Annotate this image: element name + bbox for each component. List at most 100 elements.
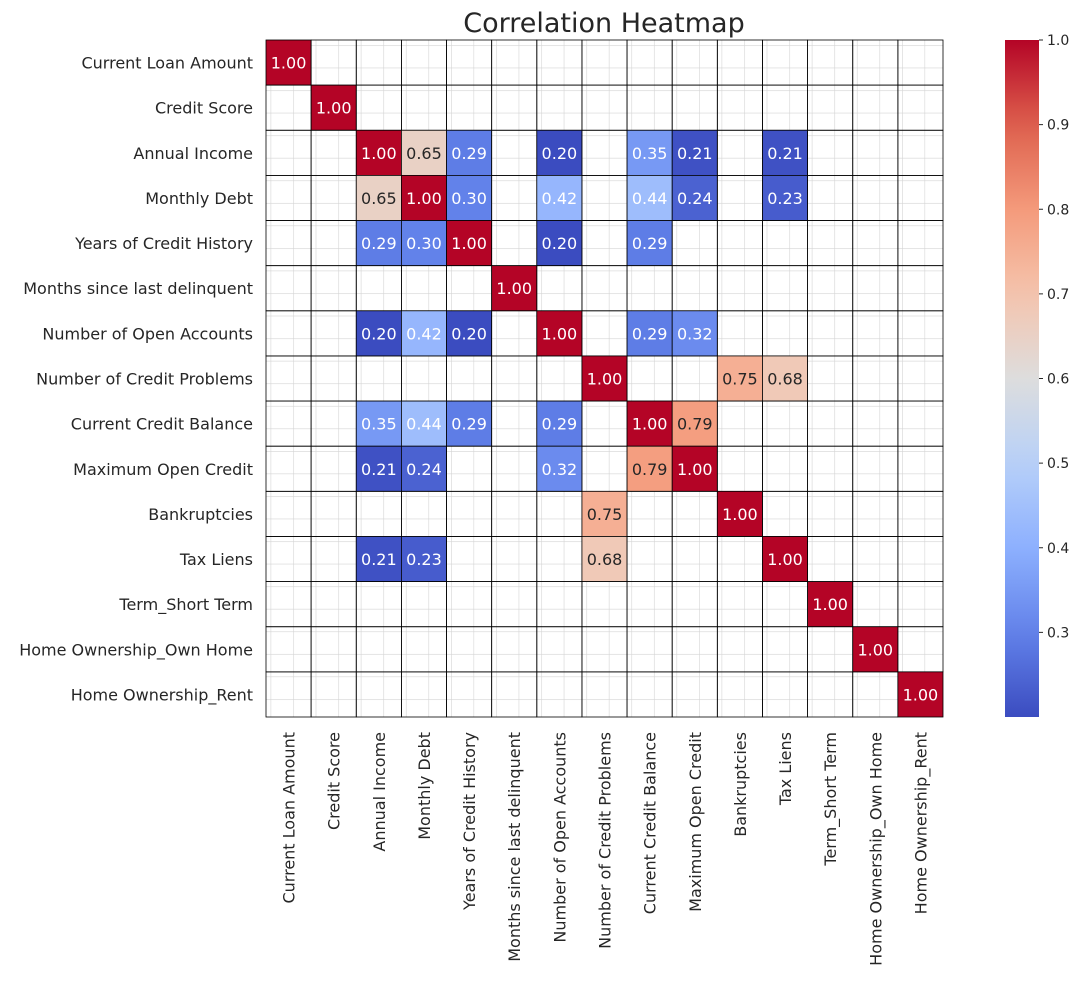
cell-value-label: 0.24	[406, 460, 442, 479]
heatmap-cell	[671, 174, 718, 221]
cell-value-label: 0.20	[451, 324, 487, 343]
x-tick-label: Months since last delinquent	[505, 732, 524, 962]
y-tick-label: Home Ownership_Rent	[71, 685, 253, 705]
x-tick-label: Home Ownership_Rent	[911, 732, 931, 914]
heatmap-cell	[807, 581, 854, 628]
cell-value-label: 1.00	[767, 550, 803, 569]
cell-value-label: 0.75	[587, 505, 623, 524]
y-tick-label: Term_Short Term	[118, 595, 253, 615]
y-tick-label: Current Credit Balance	[71, 415, 253, 434]
cell-value-label: 0.65	[406, 144, 442, 163]
colorbar-tick-label: 0.4	[1047, 541, 1069, 557]
y-tick-label: Years of Credit History	[74, 234, 253, 253]
cell-value-label: 0.29	[451, 144, 487, 163]
cell-value-label: 0.21	[677, 144, 713, 163]
cell-value-label: 0.23	[767, 189, 803, 208]
x-tick-label: Current Loan Amount	[280, 732, 299, 904]
heatmap-cell	[310, 84, 357, 131]
heatmap-cell	[446, 174, 493, 221]
heatmap-cell	[671, 310, 718, 357]
heatmap-cell	[897, 671, 944, 718]
heatmap-cell	[446, 220, 493, 267]
heatmap-cell	[355, 129, 402, 176]
y-tick-label: Home Ownership_Own Home	[19, 640, 253, 660]
heatmap-cell	[536, 174, 583, 221]
cell-value-label: 0.30	[451, 189, 487, 208]
heatmap-cell	[446, 129, 493, 176]
y-tick-label: Credit Score	[155, 99, 253, 118]
x-tick-label: Credit Score	[325, 732, 344, 830]
cell-value-label: 1.00	[451, 234, 487, 253]
chart-title: Correlation Heatmap	[463, 8, 745, 39]
y-tick-label: Tax Liens	[179, 550, 253, 569]
y-tick-label: Months since last delinquent	[23, 279, 253, 298]
x-tick-label: Tax Liens	[776, 732, 795, 806]
cell-value-label: 1.00	[587, 370, 623, 389]
heatmap-cells	[265, 39, 944, 718]
x-axis-labels: Current Loan Amount Credit Score Annual In…	[280, 732, 932, 966]
cell-value-label: 0.68	[767, 370, 803, 389]
heatmap-cell	[446, 400, 493, 447]
cell-value-label: 0.29	[542, 415, 578, 434]
heatmap-cell	[491, 265, 538, 312]
y-tick-label: Maximum Open Credit	[73, 460, 253, 479]
cell-value-label: 0.21	[361, 460, 397, 479]
heatmap-cell	[536, 400, 583, 447]
cell-value-label: 0.79	[632, 460, 668, 479]
colorbar-tick-label: 0.3	[1047, 625, 1069, 641]
cell-value-label: 0.29	[361, 234, 397, 253]
y-tick-label: Annual Income	[133, 144, 253, 163]
cell-value-label: 0.29	[632, 234, 668, 253]
cell-value-label: 1.00	[542, 324, 578, 343]
heatmap-cell	[265, 39, 312, 86]
cell-value-label: 1.00	[496, 279, 532, 298]
cell-value-label: 0.44	[406, 415, 442, 434]
cell-value-label: 0.32	[677, 324, 713, 343]
colorbar-tick-label: 0.7	[1047, 287, 1069, 303]
heatmap-cell	[355, 400, 402, 447]
heatmap-cell	[536, 220, 583, 267]
x-tick-label: Maximum Open Credit	[686, 732, 705, 912]
y-tick-label: Number of Open Accounts	[42, 324, 253, 343]
heatmap-cell	[626, 310, 673, 357]
y-tick-label: Number of Credit Problems	[36, 370, 253, 389]
cell-value-label: 0.75	[722, 370, 758, 389]
cell-value-label: 0.29	[632, 324, 668, 343]
cell-value-label: 1.00	[812, 595, 848, 614]
heatmap-cell-labels: 1.00 1.00 1.00 0.65 0.29 0.20 0.35 0.21 0.21 0.65…	[271, 54, 938, 705]
cell-value-label: 0.35	[361, 415, 397, 434]
heatmap-cell	[355, 174, 402, 221]
x-tick-label: Monthly Debt	[415, 732, 434, 840]
cell-value-label: 1.00	[271, 54, 307, 73]
heatmap-cell	[671, 129, 718, 176]
heatmap-cell	[355, 445, 402, 492]
cell-value-label: 0.68	[587, 550, 623, 569]
heatmap-cell	[581, 536, 628, 583]
colorbar-tick-label: 0.9	[1047, 118, 1069, 134]
heatmap-cell	[626, 220, 673, 267]
cell-value-label: 0.32	[542, 460, 578, 479]
colorbar: 0.3 0.4 0.5 0.6 0.7 0.8 0.9 1.0	[1005, 33, 1069, 717]
y-tick-label: Bankruptcies	[148, 505, 253, 524]
colorbar-gradient	[1005, 40, 1039, 717]
cell-value-label: 1.00	[857, 640, 893, 659]
cell-value-label: 0.20	[542, 144, 578, 163]
heatmap-cell	[716, 490, 763, 537]
cell-value-label: 1.00	[903, 685, 939, 704]
colorbar-tick-label: 1.0	[1047, 33, 1069, 49]
cell-value-label: 1.00	[316, 99, 352, 118]
heatmap-cell	[626, 129, 673, 176]
cell-value-label: 1.00	[722, 505, 758, 524]
heatmap-cell	[671, 400, 718, 447]
cell-value-label: 1.00	[677, 460, 713, 479]
heatmap-cell	[626, 400, 673, 447]
heatmap-cell	[536, 310, 583, 357]
cell-value-label: 0.21	[361, 550, 397, 569]
cell-value-label: 0.44	[632, 189, 668, 208]
x-tick-label: Current Credit Balance	[641, 732, 660, 914]
cell-value-label: 0.30	[406, 234, 442, 253]
heatmap-cell	[626, 174, 673, 221]
cell-value-label: 1.00	[361, 144, 397, 163]
cell-value-label: 0.35	[632, 144, 668, 163]
